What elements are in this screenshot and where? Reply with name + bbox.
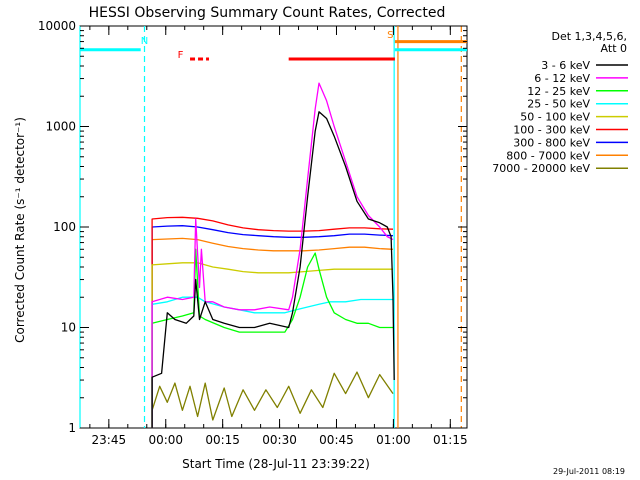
plot-frame	[79, 25, 468, 429]
series-line	[151, 225, 394, 428]
legend-entry-label: 12 - 25 keV	[527, 85, 590, 98]
series-line	[151, 262, 393, 428]
series-line	[151, 296, 393, 428]
legend-entry-label: 300 - 800 keV	[513, 136, 590, 149]
x-axis-label: Start Time (28-Jul-11 23:39:22)	[182, 457, 370, 471]
legend-entry-label: 800 - 7000 keV	[506, 149, 590, 162]
y-axis: 1 10 100 1000 10000	[38, 19, 467, 435]
y-tick-label: 10000	[38, 19, 76, 33]
chart-title: HESSI Observing Summary Count Rates, Cor…	[89, 5, 446, 21]
y-tick-label: 1000	[45, 120, 76, 134]
series-line	[151, 371, 394, 428]
legend-header-line-2: Att 0	[601, 42, 627, 55]
series-line	[151, 82, 394, 428]
legend-header-line-1: Det 1,3,4,5,6,	[551, 30, 627, 43]
y-tick-label: 10	[61, 321, 76, 335]
y-axis-label: Corrected Count Rate (s⁻¹ detector⁻¹)	[13, 117, 27, 343]
legend-entry-label: 7000 - 20000 keV	[492, 162, 590, 175]
series-line	[151, 216, 394, 428]
series-line	[151, 111, 395, 428]
legend-entry-label: 100 - 300 keV	[513, 124, 590, 137]
x-tick-label: 01:15	[433, 433, 468, 447]
y-tick-label: 100	[53, 220, 76, 234]
legend-entry-label: 3 - 6 keV	[541, 59, 590, 72]
y-tick-label: 1	[68, 421, 76, 435]
legend-entry-label: 25 - 50 keV	[527, 98, 590, 111]
x-tick-label: 00:15	[205, 433, 240, 447]
x-tick-label: 00:00	[148, 433, 183, 447]
plot-area: N F S	[79, 26, 467, 428]
x-tick-label: 23:45	[92, 433, 127, 447]
x-tick-label: 00:30	[262, 433, 297, 447]
flag-marker-label: N	[141, 36, 148, 47]
series-line	[151, 237, 394, 428]
flag-marker-label: F	[178, 50, 184, 61]
x-tick-label: 00:45	[319, 433, 354, 447]
x-tick-label: 01:00	[376, 433, 411, 447]
flag-marker-label: S	[387, 30, 393, 41]
legend-entry-label: 6 - 12 keV	[534, 72, 590, 85]
footer-date: 29-Jul-2011 08:19	[553, 467, 625, 476]
legend-entry-label: 50 - 100 keV	[520, 111, 590, 124]
x-axis: 23:45 00:00 00:15 00:30 00:45 01:00 01:15	[89, 26, 468, 447]
